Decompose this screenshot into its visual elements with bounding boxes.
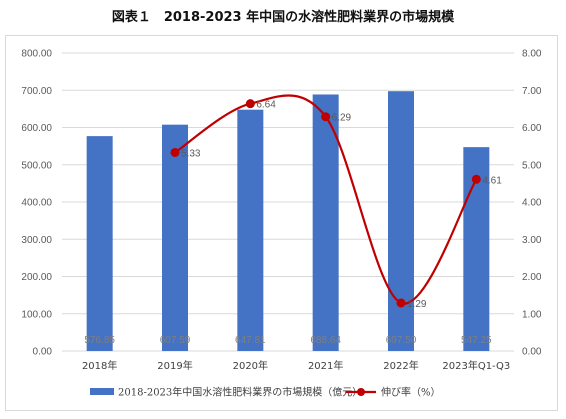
growth-rate-point [396, 298, 406, 308]
bar-value-label: 607.59 [160, 335, 191, 346]
growth-rate-point [471, 174, 481, 184]
x-category-label: 2023年Q1-Q3 [442, 359, 510, 372]
y-right-tick-label: 3.00 [522, 235, 542, 246]
y-left-tick-label: 800.00 [21, 49, 52, 60]
bar [388, 91, 414, 352]
x-category-label: 2019年 [157, 359, 192, 372]
y-right-tick-label: 7.00 [522, 86, 542, 97]
y-left-tick-label: 600.00 [21, 123, 52, 134]
bar [237, 109, 264, 352]
y-left-tick-label: 300.00 [21, 235, 52, 246]
growth-rate-line [174, 94, 478, 305]
growth-rate-label: 6.29 [332, 113, 352, 124]
y-right-tick-label: 1.00 [522, 309, 542, 320]
growth-rate-label: 4.61 [482, 175, 502, 186]
chart-title: 図表１ 2018-2023 年中国の水溶性肥料業界の市場規模 [111, 10, 455, 25]
x-category-label: 2021年 [308, 359, 343, 372]
legend-line-label: 伸び率（%） [381, 386, 441, 399]
growth-rate-point [170, 147, 180, 157]
bar [162, 124, 188, 351]
growth-rate-label: 5.33 [181, 148, 201, 159]
x-category-label: 2018年 [82, 359, 117, 372]
y-left-tick-label: 200.00 [21, 272, 52, 283]
y-left-tick-label: 400.00 [21, 198, 52, 209]
legend-bar-label: 2018-2023年中国水溶性肥料業界の市場規模（億元） [118, 386, 362, 399]
y-right-tick-label: 6.00 [522, 123, 542, 134]
y-right-tick-label: 0.00 [522, 347, 542, 358]
y-left-tick-label: 700.00 [21, 86, 52, 97]
bar-value-label: 688.64 [310, 335, 341, 346]
y-right-tick-label: 5.00 [522, 160, 542, 171]
bar-value-label: 647.81 [235, 335, 266, 346]
bar [86, 136, 113, 351]
bar [312, 94, 339, 351]
x-category-label: 2022年 [383, 359, 418, 372]
x-category-label: 2020年 [233, 359, 268, 372]
y-right-tick-label: 8.00 [522, 49, 542, 60]
y-right-tick-label: 2.00 [522, 272, 542, 283]
growth-rate-point [245, 99, 255, 109]
y-left-tick-label: 500.00 [21, 160, 52, 171]
y-right-tick-label: 4.00 [522, 198, 542, 209]
growth-rate-label: 1.29 [407, 299, 427, 310]
growth-rate-point [321, 112, 331, 122]
bar-value-label: 697.50 [386, 335, 417, 346]
y-left-tick-label: 100.00 [21, 309, 52, 320]
bar-value-label: 547.25 [461, 335, 492, 346]
legend-line-marker [357, 388, 365, 396]
bar-value-label: 576.85 [84, 335, 115, 346]
growth-rate-label: 6.64 [256, 100, 276, 111]
legend-bar-swatch [90, 388, 114, 395]
y-left-tick-label: 0.00 [33, 347, 53, 358]
